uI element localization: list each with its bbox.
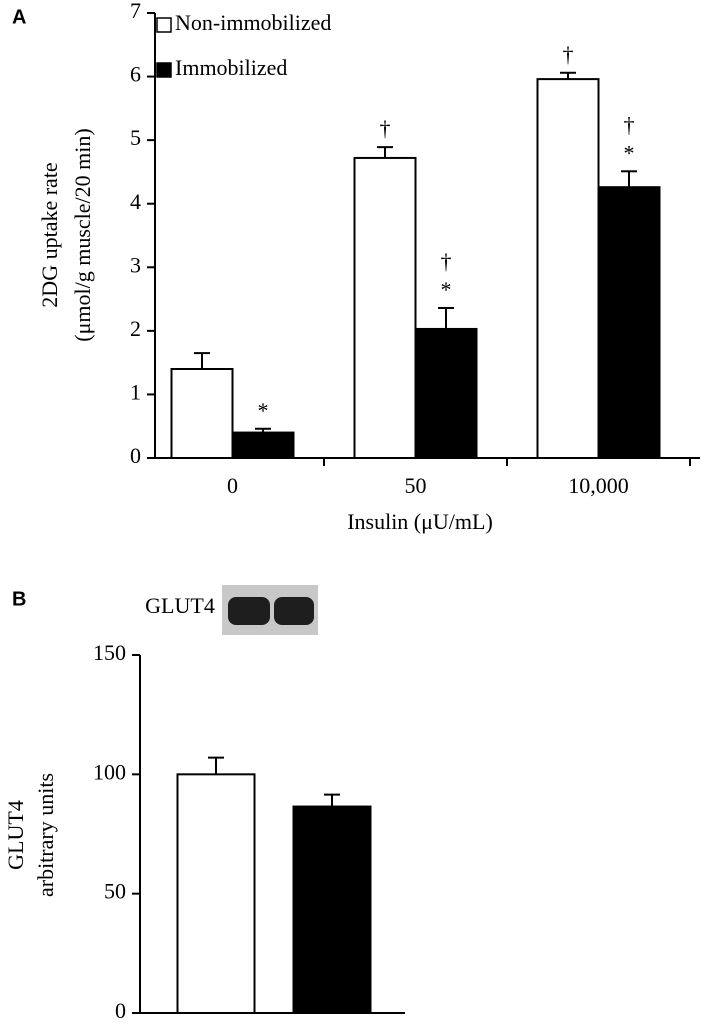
y-tick-label: 0 bbox=[130, 443, 141, 468]
x-axis-label: Insulin (μU/mL) bbox=[347, 509, 493, 534]
y-tick-label: 1 bbox=[130, 379, 141, 404]
significance-marker: † bbox=[624, 112, 635, 137]
y-tick-label: 4 bbox=[130, 189, 141, 214]
significance-marker: † bbox=[563, 42, 574, 67]
blot-label: GLUT4 bbox=[145, 593, 215, 618]
bar bbox=[353, 156, 417, 459]
bar bbox=[176, 773, 256, 1014]
y-axis-label: (μmol/g muscle/20 min) bbox=[70, 128, 95, 341]
y-tick-label: 5 bbox=[130, 125, 141, 150]
y-axis-label: 2DG uptake rate bbox=[37, 162, 62, 307]
bar bbox=[597, 186, 661, 460]
bar bbox=[170, 368, 234, 459]
bar bbox=[231, 431, 295, 460]
y-tick-label: 7 bbox=[130, 0, 141, 23]
bar bbox=[414, 327, 478, 460]
bar bbox=[536, 78, 600, 459]
panel-label: B bbox=[12, 588, 26, 610]
y-axis-label: arbitrary units bbox=[33, 773, 58, 897]
y-tick-label: 2 bbox=[130, 316, 141, 341]
y-tick-label: 3 bbox=[130, 252, 141, 277]
significance-marker: * bbox=[258, 398, 269, 423]
significance-marker: * bbox=[624, 140, 635, 165]
y-tick-label: 6 bbox=[130, 62, 141, 87]
legend-label: Immobilized bbox=[175, 55, 287, 80]
bar bbox=[292, 805, 372, 1015]
legend-label: Non-immobilized bbox=[175, 10, 331, 35]
y-tick-label: 100 bbox=[93, 759, 126, 784]
legend-swatch bbox=[156, 17, 172, 33]
legend-swatch bbox=[156, 62, 172, 78]
western-blot bbox=[222, 585, 318, 635]
blot-band bbox=[228, 597, 270, 625]
y-axis-label: GLUT4 bbox=[3, 800, 28, 870]
y-tick-label: 150 bbox=[93, 640, 126, 665]
y-tick-label: 50 bbox=[104, 879, 126, 904]
blot-band bbox=[274, 597, 314, 625]
x-tick-label: 10,000 bbox=[568, 473, 629, 498]
significance-marker: * bbox=[441, 277, 452, 302]
significance-marker: † bbox=[380, 116, 391, 141]
x-tick-label: 50 bbox=[405, 473, 427, 498]
significance-marker: † bbox=[441, 249, 452, 274]
y-tick-label: 0 bbox=[115, 998, 126, 1023]
panel-label: A bbox=[12, 6, 26, 28]
x-tick-label: 0 bbox=[227, 473, 238, 498]
